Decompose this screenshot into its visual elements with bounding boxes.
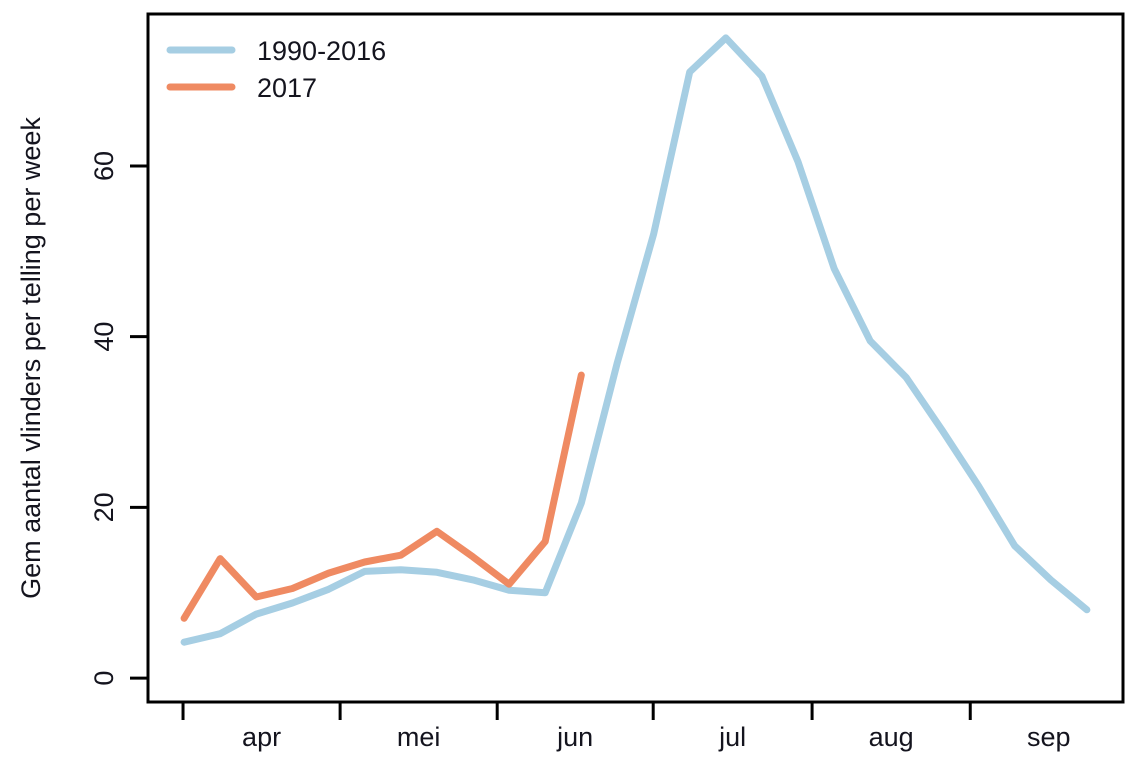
- x-month-label-jun: jun: [556, 722, 593, 752]
- x-month-label-sep: sep: [1027, 722, 1071, 752]
- y-tick-label-60: 60: [89, 151, 119, 181]
- y-axis: 0 20 40 60: [89, 151, 148, 686]
- x-month-label-apr: apr: [242, 722, 281, 752]
- series-line-1990-2016: [180, 34, 1091, 646]
- series-line-2017: [180, 371, 585, 622]
- x-axis: apr mei jun jul aug sep: [181, 702, 1071, 752]
- legend-label-2017: 2017: [257, 73, 317, 103]
- y-tick-label-40: 40: [89, 322, 119, 352]
- legend-label-1990-2016: 1990-2016: [257, 36, 386, 66]
- series-lines: [180, 34, 1091, 646]
- x-month-label-jul: jul: [718, 722, 746, 752]
- y-tick-label-20: 20: [89, 492, 119, 522]
- x-month-label-mei: mei: [397, 722, 441, 752]
- y-tick-label-0: 0: [89, 671, 119, 686]
- x-month-label-aug: aug: [869, 722, 914, 752]
- legend: 1990-2016 2017: [166, 36, 386, 103]
- plot-border: [146, 12, 1125, 704]
- y-axis-title: Gem aantal vlinders per telling per week: [16, 117, 46, 599]
